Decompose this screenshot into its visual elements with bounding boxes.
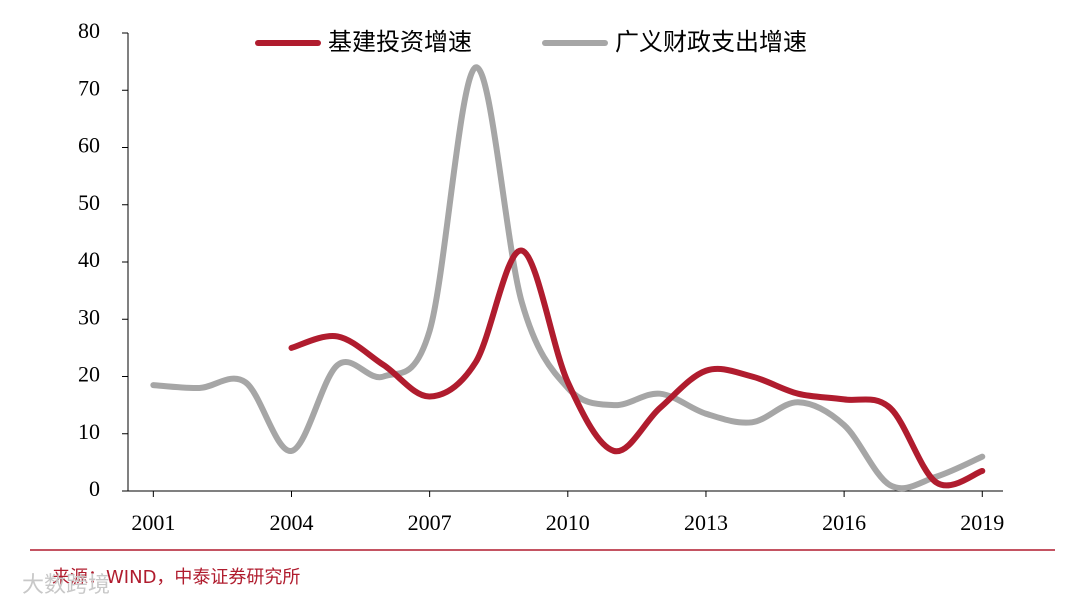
legend-label: 广义财政支出增速	[615, 28, 807, 56]
y-tick-label: 80	[78, 18, 100, 43]
series-line	[288, 247, 986, 489]
y-tick-label: 50	[78, 190, 100, 215]
y-tick-label: 60	[78, 133, 100, 158]
y-tick-label: 70	[78, 75, 100, 100]
x-tick-label: 2010	[546, 510, 590, 535]
source-note: 来源：WIND，中泰证券研究所	[52, 567, 300, 588]
y-tick-label: 40	[78, 247, 100, 272]
x-tick-label: 2001	[131, 510, 175, 535]
y-tick-label: 30	[78, 304, 100, 329]
legend-label: 基建投资增速	[328, 28, 472, 56]
y-tick-label: 20	[78, 362, 100, 387]
y-tick-label: 10	[78, 419, 100, 444]
x-tick-label: 2007	[408, 510, 452, 535]
x-tick-label: 2016	[822, 510, 866, 535]
y-tick-label: 0	[89, 476, 100, 501]
series-line	[150, 64, 986, 492]
x-tick-label: 2013	[684, 510, 728, 535]
x-tick-label: 2004	[269, 510, 313, 535]
watermark: 大数跨境	[22, 573, 110, 598]
x-tick-label: 2019	[960, 510, 1004, 535]
